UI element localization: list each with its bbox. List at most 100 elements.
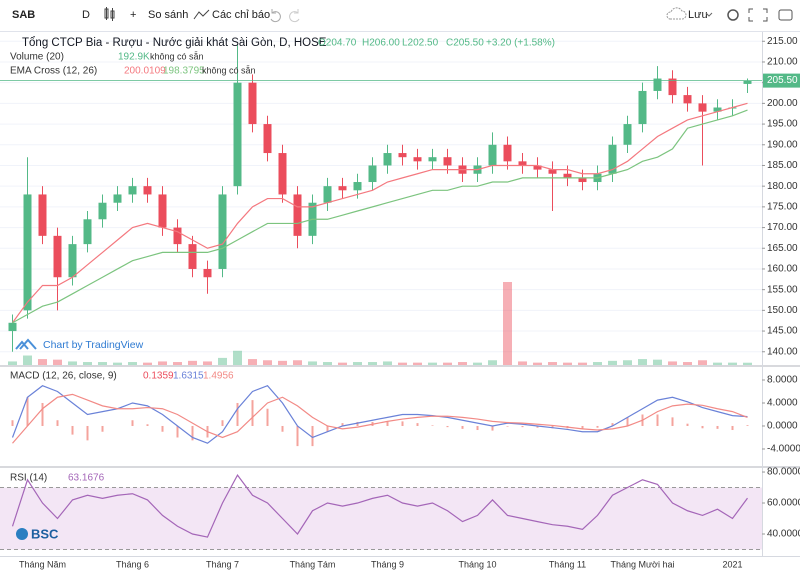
volume-bar bbox=[638, 359, 647, 365]
histogram-bar bbox=[26, 397, 29, 426]
candle-body bbox=[428, 157, 437, 162]
volume-bar bbox=[8, 361, 17, 365]
candle-body bbox=[353, 182, 362, 191]
y-tick-label: 60.0000 bbox=[767, 498, 800, 509]
y-tick-label: 175.00 bbox=[767, 202, 798, 213]
volume-bar bbox=[98, 362, 107, 365]
macd-line bbox=[12, 393, 748, 444]
candle-body bbox=[653, 78, 662, 91]
histogram-bar bbox=[521, 425, 524, 428]
y-tick-label: 4.0000 bbox=[767, 398, 798, 409]
histogram-bar bbox=[386, 421, 389, 426]
undo-icon[interactable] bbox=[270, 9, 281, 23]
histogram-bar bbox=[671, 417, 674, 426]
histogram-bar bbox=[506, 425, 509, 427]
save-button[interactable]: Lưu bbox=[688, 9, 708, 21]
compare-plus[interactable]: + bbox=[130, 9, 136, 21]
chart-style-icon[interactable] bbox=[104, 7, 115, 21]
histogram-bar bbox=[611, 423, 614, 426]
histogram-bar bbox=[71, 425, 74, 435]
histogram-bar bbox=[281, 425, 284, 432]
y-tick-label: 80.0000 bbox=[767, 467, 800, 478]
volume-bar bbox=[728, 362, 737, 365]
candle-body bbox=[383, 153, 392, 166]
candle-body bbox=[323, 186, 332, 203]
symbol[interactable]: SAB bbox=[12, 9, 35, 21]
indicator-title: RSI (14) bbox=[10, 473, 47, 484]
y-tick-label: 8.0000 bbox=[767, 375, 798, 386]
fullscreen-icon[interactable] bbox=[748, 8, 768, 22]
histogram-bar bbox=[701, 425, 704, 429]
ohlc-label: L202.50 bbox=[402, 38, 439, 49]
volume-bar bbox=[38, 359, 47, 365]
candle-body bbox=[563, 173, 572, 178]
histogram-bar bbox=[266, 408, 269, 426]
candle-body bbox=[443, 157, 452, 166]
histogram-bar bbox=[311, 425, 314, 447]
ema-status: không có sẵn bbox=[202, 65, 256, 75]
candle-body bbox=[518, 161, 527, 166]
candle-body bbox=[368, 165, 377, 183]
candle-body bbox=[713, 107, 722, 112]
y-tick-label: 145.00 bbox=[767, 326, 798, 337]
candle-body bbox=[608, 144, 617, 174]
candle-body bbox=[68, 244, 77, 278]
volume-bar bbox=[518, 361, 527, 365]
candle-body bbox=[413, 157, 422, 162]
candle-body bbox=[53, 235, 62, 278]
candle-body bbox=[83, 219, 92, 245]
candle-body bbox=[128, 186, 137, 195]
logo-mark bbox=[16, 528, 28, 540]
histogram-bar bbox=[581, 425, 584, 429]
candle-body bbox=[143, 186, 152, 195]
settings-icon[interactable] bbox=[727, 9, 739, 21]
volume-bar bbox=[128, 362, 137, 365]
interval[interactable]: D bbox=[82, 9, 90, 21]
volume-bar bbox=[563, 362, 572, 365]
candle-body bbox=[638, 90, 647, 125]
volume-bar bbox=[53, 359, 62, 365]
volume-bar bbox=[533, 362, 542, 365]
volume-bar bbox=[578, 362, 587, 365]
chart-area bbox=[0, 32, 800, 557]
indicator-title: MACD (12, 26, close, 9) bbox=[10, 371, 117, 382]
histogram-bar bbox=[41, 402, 44, 426]
candle-body bbox=[623, 124, 632, 145]
y-tick-label: 195.00 bbox=[767, 119, 798, 130]
candle-body bbox=[293, 194, 302, 236]
volume-bar bbox=[488, 360, 497, 365]
volume-bar bbox=[383, 361, 392, 365]
volume-status: không có sẵn bbox=[150, 51, 204, 61]
watermark-icon bbox=[15, 338, 37, 350]
candle-body bbox=[743, 80, 752, 84]
y-tick-label: 0.0000 bbox=[767, 421, 798, 432]
histogram-bar bbox=[191, 425, 194, 441]
y-tick-label: 40.0000 bbox=[767, 529, 800, 540]
volume-bar bbox=[698, 360, 707, 365]
volume-bar bbox=[653, 359, 662, 365]
volume-bar bbox=[683, 362, 692, 365]
candle-body bbox=[38, 194, 47, 236]
volume-bar bbox=[113, 362, 122, 365]
legend-value: 1.6315 bbox=[173, 371, 204, 382]
volume-bar bbox=[83, 362, 92, 365]
histogram-bar bbox=[221, 420, 224, 426]
histogram-bar bbox=[101, 425, 104, 432]
x-tick-label: Tháng Năm bbox=[19, 559, 66, 569]
redo-icon[interactable] bbox=[289, 9, 300, 23]
save-menu-arrow[interactable] bbox=[705, 12, 713, 17]
indicators-button[interactable]: Các chỉ báo bbox=[212, 9, 270, 21]
candle-body bbox=[578, 177, 587, 183]
snapshot-icon[interactable] bbox=[778, 9, 793, 21]
volume-bar bbox=[158, 361, 167, 365]
indicators-icon[interactable] bbox=[193, 9, 210, 20]
compare-button[interactable]: So sánh bbox=[148, 9, 188, 21]
candle-body bbox=[488, 144, 497, 166]
histogram-bar bbox=[341, 423, 344, 426]
ema-value: 198.3795 bbox=[163, 66, 205, 77]
candle-body bbox=[533, 165, 542, 170]
cloud-icon[interactable] bbox=[666, 7, 687, 20]
legend-value: 0.1359 bbox=[143, 371, 174, 382]
y-tick-label: 180.00 bbox=[767, 181, 798, 192]
candle-body bbox=[8, 322, 17, 332]
